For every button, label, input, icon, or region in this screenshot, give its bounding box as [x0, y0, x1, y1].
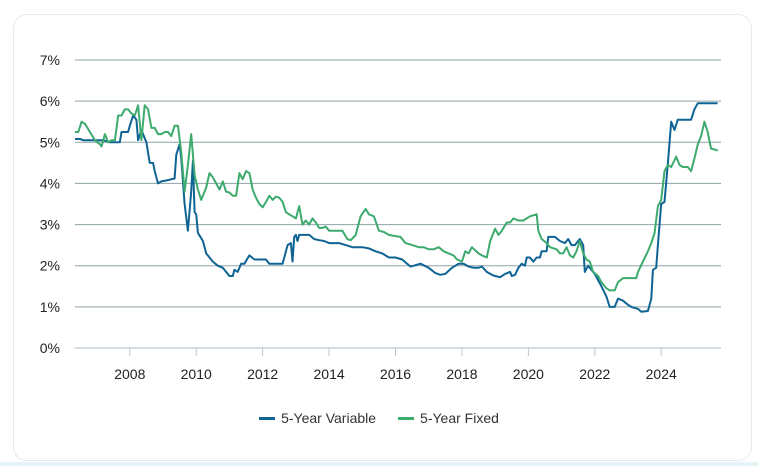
y-tick-label: 1%	[40, 299, 60, 315]
legend-label-variable: 5-Year Variable	[281, 410, 377, 426]
y-axis: 0% 1% 2% 3% 4% 5% 6% 7%	[40, 52, 60, 356]
x-tick-label: 2020	[513, 366, 544, 382]
y-tick-label: 4%	[40, 175, 60, 191]
legend-swatch-fixed	[398, 416, 415, 420]
legend-label-fixed: 5-Year Fixed	[420, 410, 499, 426]
legend-swatch-variable	[259, 416, 276, 420]
y-tick-label: 2%	[40, 258, 60, 274]
x-tick-label: 2016	[380, 366, 411, 382]
x-tick-label: 2022	[579, 366, 610, 382]
grid-lines	[75, 59, 721, 349]
y-tick-label: 3%	[40, 217, 60, 233]
x-tick-label: 2018	[446, 366, 477, 382]
legend-item-variable[interactable]: 5-Year Variable	[259, 410, 376, 426]
bottom-strip	[0, 462, 758, 466]
chart-card	[13, 14, 752, 461]
y-tick-label: 5%	[40, 134, 60, 150]
x-tick-label: 2014	[314, 366, 345, 382]
x-tick-label: 2008	[114, 366, 145, 382]
x-tick-label: 2010	[181, 366, 212, 382]
series-lines	[75, 102, 718, 313]
legend-item-fixed[interactable]: 5-Year Fixed	[398, 410, 499, 426]
x-axis: 2008 2010 2012 2014 2016 2018 2020 2022 2024	[114, 348, 677, 382]
legend: 5-Year Variable 5-Year Fixed	[0, 410, 758, 426]
y-tick-label: 7%	[40, 52, 60, 68]
y-tick-label: 6%	[40, 93, 60, 109]
x-tick-label: 2012	[247, 366, 278, 382]
series-line-fixed	[75, 104, 718, 292]
y-tick-label: 0%	[40, 340, 60, 356]
x-tick-label: 2024	[646, 366, 677, 382]
